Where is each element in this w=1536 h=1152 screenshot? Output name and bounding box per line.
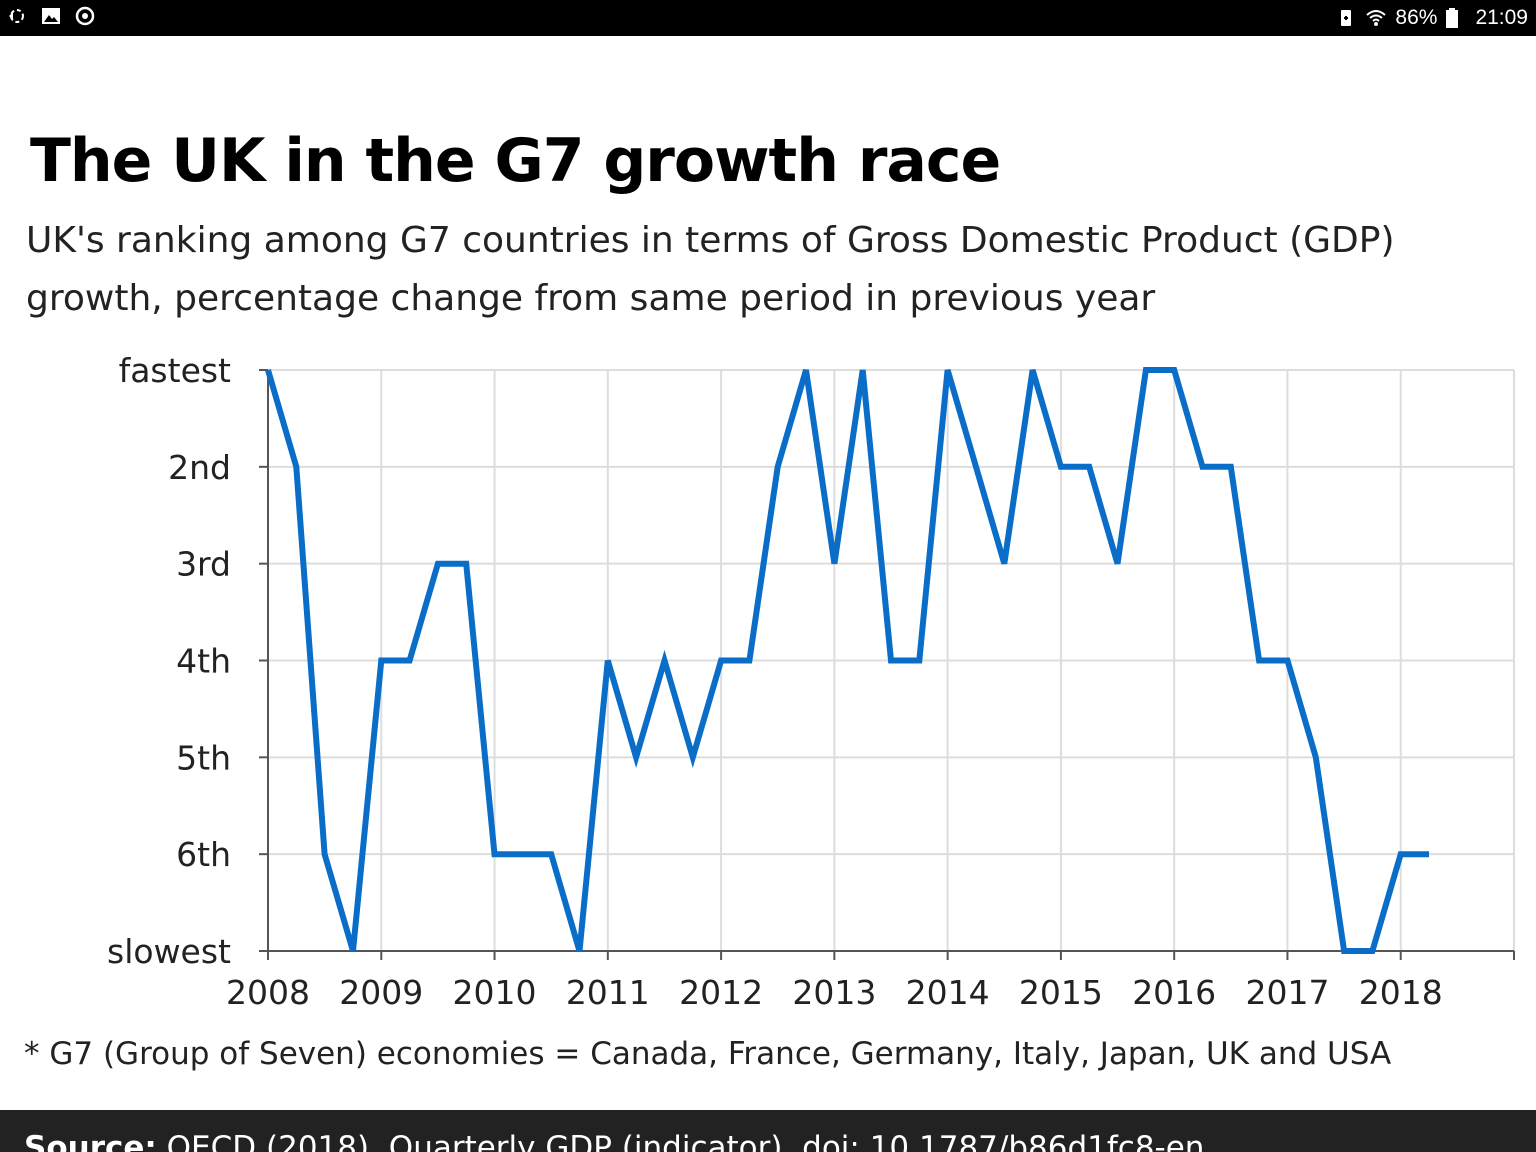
chart-title: The UK in the G7 growth race xyxy=(30,126,1001,196)
x-tick-label: 2012 xyxy=(679,973,763,1012)
y-tick-label: 6th xyxy=(176,835,231,874)
y-tick-label: 5th xyxy=(176,738,231,777)
series-line-uk-rank xyxy=(265,367,1429,954)
x-tick-label: 2017 xyxy=(1245,973,1329,1012)
x-tick-label: 2011 xyxy=(566,973,650,1012)
y-tick-label: 4th xyxy=(176,642,231,681)
battery-saver-icon xyxy=(1335,7,1357,29)
x-tick-label: 2010 xyxy=(453,973,537,1012)
chart-subtitle: UK's ranking among G7 countries in terms… xyxy=(26,220,1395,319)
axes xyxy=(259,369,1515,960)
x-tick-label: 2009 xyxy=(339,973,423,1012)
status-bar: 86% 21:09 xyxy=(0,0,1536,36)
status-left-icons xyxy=(6,5,96,27)
x-tick-labels: 2008 2009 2010 2011 2012 2013 2014 2015 2016 2017… xyxy=(226,973,1443,1012)
y-tick-label: fastest xyxy=(119,351,231,390)
x-tick-label: 2015 xyxy=(1019,973,1103,1012)
source-label: Source: xyxy=(24,1130,157,1152)
x-tick-label: 2008 xyxy=(226,973,310,1012)
x-tick-label: 2014 xyxy=(906,973,990,1012)
source-text: OECD (2018), Quarterly GDP (indicator). … xyxy=(166,1130,1205,1152)
y-tick-label: slowest xyxy=(107,932,231,971)
battery-icon xyxy=(1445,7,1467,29)
image-icon xyxy=(40,5,62,27)
y-tick-label: 2nd xyxy=(168,448,231,487)
x-tick-label: 2016 xyxy=(1132,973,1216,1012)
sync-icon xyxy=(6,5,28,27)
clock: 21:09 xyxy=(1475,6,1528,29)
y-tick-labels: fastest 2nd 3rd 4th 5th 6th slowest xyxy=(107,351,231,971)
series xyxy=(265,367,1430,954)
y-tick-label: 3rd xyxy=(176,545,231,584)
source-bar: Source: OECD (2018), Quarterly GDP (indi… xyxy=(0,1110,1536,1152)
data-saver-icon xyxy=(74,5,96,27)
battery-percent: 86% xyxy=(1395,6,1438,29)
wifi-icon xyxy=(1365,7,1387,29)
source-note: Source: OECD (2018), Quarterly GDP (indi… xyxy=(24,1130,1204,1152)
footnote: * G7 (Group of Seven) economies = Canada… xyxy=(24,1036,1392,1072)
status-right-icons: 86% 21:09 xyxy=(1335,6,1528,30)
x-tick-label: 2018 xyxy=(1359,973,1443,1012)
x-tick-label: 2013 xyxy=(792,973,876,1012)
